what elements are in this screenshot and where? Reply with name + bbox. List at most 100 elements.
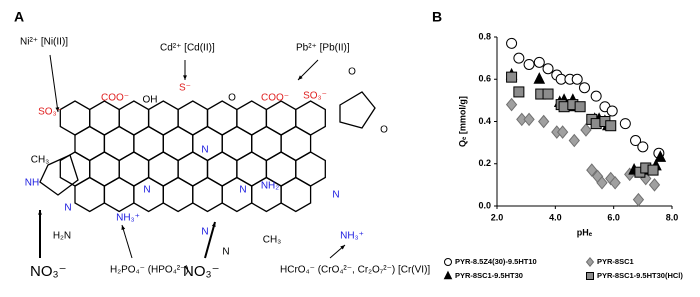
arrowhead [211, 222, 216, 227]
group-label: COO⁻ [101, 93, 129, 104]
ring [103, 176, 135, 213]
ring [89, 151, 120, 187]
ring [339, 91, 376, 129]
group-label: N [201, 227, 208, 238]
point [619, 118, 631, 130]
ring [295, 100, 326, 136]
group-label: N [64, 203, 71, 214]
group-label: CH₃ [263, 235, 282, 246]
point [605, 120, 617, 132]
x-tick-label: 2.0 [491, 212, 504, 222]
y-axis-label: Qₑ [mmol/g] [457, 96, 467, 147]
legend-label: PYR-8SC1-9.5HT30(HCl) [597, 271, 683, 280]
group-label: N [143, 185, 150, 196]
structure: Ni²⁺ [Ni(II)] Cd²⁺ [Cd(II)] Pb²⁺ [Pb(II)] N… [20, 37, 430, 280]
ring [39, 154, 79, 196]
legend-label: PYR-8SC1-9.5HT30 [455, 271, 523, 280]
y-tick-label: 0.8 [478, 31, 491, 41]
group-label: O [348, 67, 356, 78]
arrowhead [55, 107, 60, 112]
ring [280, 125, 312, 162]
point [506, 37, 518, 49]
point [579, 82, 590, 94]
ring [192, 176, 223, 213]
point [574, 101, 586, 113]
group-label: N [332, 190, 339, 201]
panel-label: A [14, 9, 24, 25]
ring [162, 176, 194, 213]
group-label: N [239, 185, 246, 196]
point [637, 141, 649, 153]
ring [59, 100, 91, 136]
ion-label: NO₃⁻ [183, 263, 220, 280]
arrow [204, 221, 216, 259]
ring [74, 125, 106, 162]
ring [280, 176, 312, 213]
ring [251, 125, 282, 162]
point [533, 56, 545, 68]
x-axis-label: pHₑ [577, 227, 593, 237]
arrowhead [183, 75, 187, 80]
ring [221, 125, 253, 162]
chart: 0.0 0.2 0.4 0.6 0.8 2.0 4.0 6.0 8.0 pHₑ Qₑ [mmol/g… [443, 31, 683, 280]
ion-label: Pb²⁺ [Pb(II)] [296, 43, 350, 54]
point [523, 58, 535, 70]
group-label: CH₃ [31, 155, 50, 166]
ring [162, 125, 194, 162]
ion-label: NO₃⁻ [30, 263, 67, 280]
ion-label: Ni²⁺ [Ni(II)] [20, 37, 68, 48]
point [571, 73, 583, 85]
point [590, 90, 602, 102]
ion-label: Cd²⁺ [Cd(II)] [160, 43, 215, 54]
panel-label: B [432, 9, 442, 25]
ring [74, 176, 106, 213]
ring [89, 100, 120, 136]
ion-label: HCrO₄⁻ (CrO₄²⁻, Cr₂O₇²⁻) [Cr(VI)] [280, 265, 430, 276]
ring [177, 100, 209, 136]
arrowhead [340, 245, 345, 250]
group-label: COO⁻ [261, 93, 289, 104]
x-tick-label: 6.0 [607, 212, 620, 222]
point [533, 72, 546, 84]
y-tick-label: 0.4 [478, 116, 491, 126]
group-label: O [380, 125, 388, 136]
legend-marker [443, 270, 453, 280]
legend-label: PYR-8SC1 [597, 257, 634, 266]
ring [103, 125, 135, 162]
point [609, 175, 621, 190]
arrow [121, 224, 133, 259]
arrow [297, 59, 319, 81]
point [523, 112, 535, 127]
group-label: NH₃⁺ [116, 213, 140, 224]
point [630, 135, 642, 147]
point [586, 163, 598, 177]
ring [118, 100, 150, 136]
point [654, 150, 667, 162]
ring [221, 176, 253, 213]
x-tick-label: 4.0 [549, 212, 562, 222]
group-label: N [201, 145, 208, 156]
point [505, 97, 518, 112]
group-label: OH [143, 95, 158, 106]
legend-marker [444, 258, 452, 266]
ring [206, 100, 238, 136]
group-label: O [228, 93, 236, 104]
y-tick-label: 0.0 [478, 200, 491, 210]
point [556, 125, 569, 139]
point [568, 133, 580, 148]
point [647, 164, 659, 176]
ring [206, 151, 238, 187]
group-label: SO₃⁻ [303, 91, 327, 102]
group-label: NH₃⁺ [340, 231, 364, 242]
point [542, 88, 554, 100]
y-tick-label: 0.2 [478, 158, 491, 168]
ring [118, 151, 150, 187]
ring [265, 100, 297, 136]
ring [295, 151, 326, 187]
legend-marker [585, 257, 595, 267]
point [538, 114, 550, 129]
ring [133, 125, 164, 162]
point [513, 52, 525, 64]
group-label: SO₃⁻ [38, 107, 62, 118]
group-label: H₂N [53, 231, 71, 242]
